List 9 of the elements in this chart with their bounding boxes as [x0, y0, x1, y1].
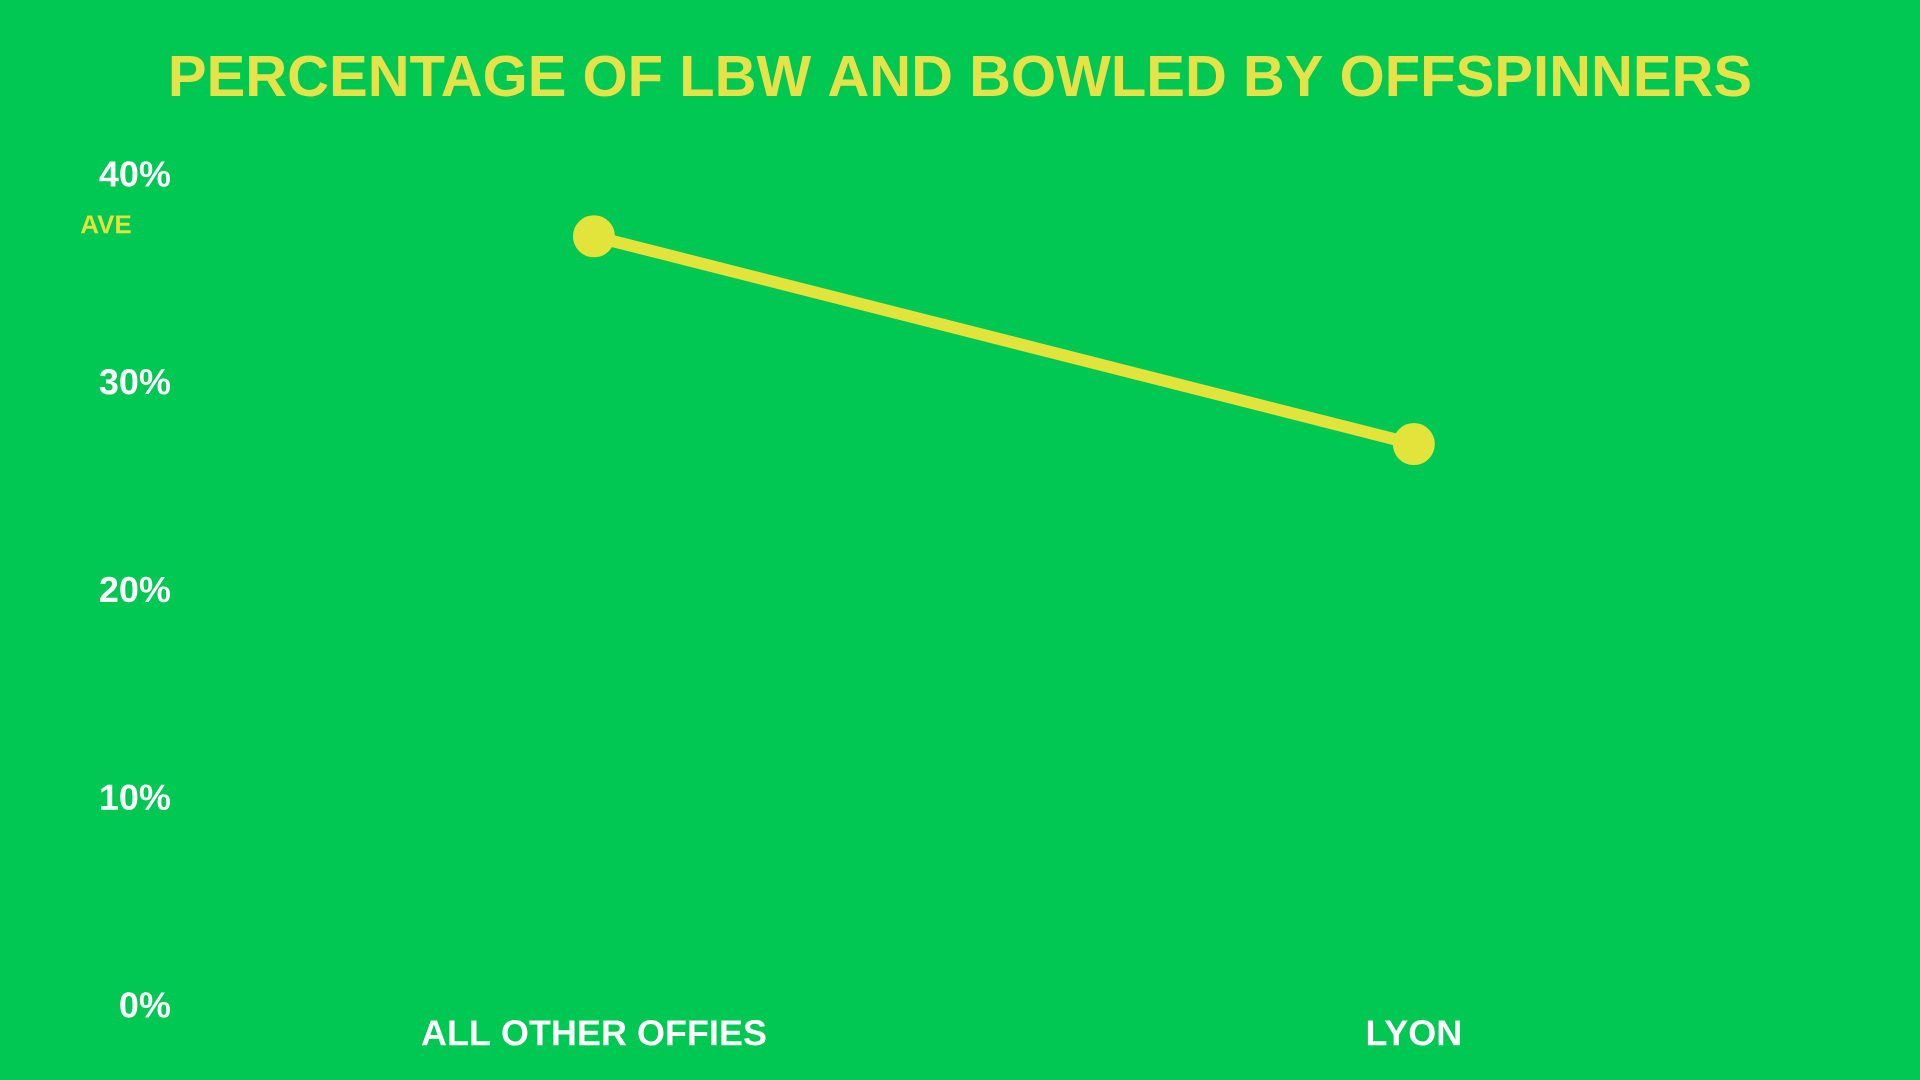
y-tick-label: 20%	[100, 576, 170, 603]
y-tick-label: 30%	[99, 368, 170, 395]
x-tick-label: LYON	[1367, 1020, 1460, 1046]
x-tick-label: ALL OTHER OFFIES	[421, 1020, 766, 1046]
y-tick-label: 40%	[99, 161, 170, 187]
text: AVE	[80, 215, 131, 234]
chart-title: PERCENTAGE OF LBW AND BOWLED BY OFFSPINNERS	[171, 55, 1750, 97]
y-tick-label: 10%	[101, 784, 170, 810]
y-tick-label: 0%	[120, 992, 170, 1018]
